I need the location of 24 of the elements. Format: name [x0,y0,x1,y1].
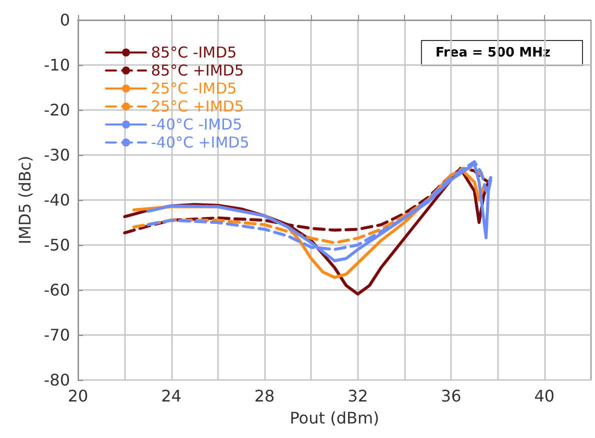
y-tick-label: -10 [44,56,70,74]
y-axis-title: IMD5 (dBc) [15,156,34,244]
legend-label: -40°C +IMD5 [151,134,250,152]
legend-label: 25°C +IMD5 [151,98,244,116]
x-tick-label: 32 [348,386,368,406]
x-tick-label: 36 [440,386,462,406]
x-axis-title: Pout (dBm) [290,408,380,428]
legend-label: 25°C -IMD5 [151,80,237,98]
x-tick-label: 40 [534,386,555,406]
legend-label: -40°C -IMD5 [151,116,242,134]
legend-label: 85°C -IMD5 [151,44,237,62]
y-tick-label: 0 [60,10,70,30]
y-tick-label: -20 [44,100,70,120]
y-tick-label: -50 [44,236,70,254]
x-tick-label: 24 [161,386,182,406]
y-tick-label: -40 [44,190,70,210]
x-tick-label: 28 [254,386,275,406]
legend-label: 85°C +IMD5 [151,62,244,80]
y-tick-label: -30 [44,146,70,164]
x-tick-label: 20 [68,386,88,406]
y-tick-label: -60 [44,280,70,300]
y-tick-label: -80 [44,370,70,390]
annotation: Frea = 500 MHz [435,46,551,60]
y-tick-label: -70 [44,326,70,344]
